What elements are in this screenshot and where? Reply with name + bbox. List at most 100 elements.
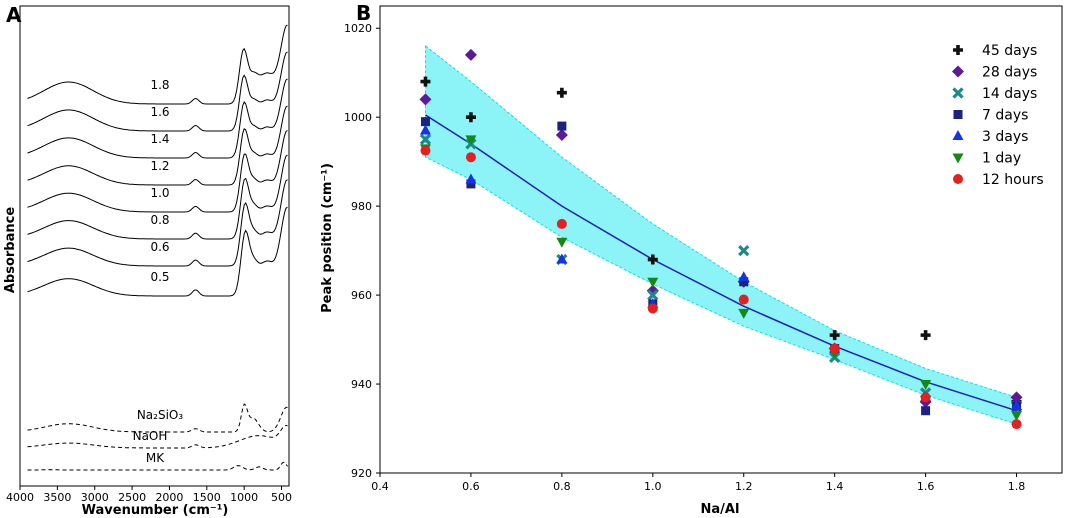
panel-a-x-tick-label: 2500	[118, 491, 146, 504]
data-point	[466, 179, 476, 189]
data-point	[420, 76, 431, 87]
panel-b-x-tick-label: 0.8	[553, 480, 571, 493]
panel-a-x-tick-label: 1000	[230, 491, 258, 504]
legend-marker	[952, 87, 964, 99]
panel-a-curve-label: NaOH	[133, 429, 168, 443]
legend-label: 1 day	[982, 151, 1021, 167]
panel-a-y-axis-title: Absorbance	[3, 207, 18, 293]
data-point	[1010, 391, 1023, 404]
data-point	[738, 294, 749, 305]
data-point	[556, 218, 567, 229]
panel-b-x-tick-label: 1.0	[644, 480, 662, 493]
data-point	[465, 152, 476, 163]
legend-label: 12 hours	[982, 172, 1044, 188]
panel-a-x-tick-label: 1500	[193, 491, 221, 504]
data-point	[419, 133, 432, 146]
panel-a-x-tick-label: 3500	[43, 491, 71, 504]
legend-marker	[952, 65, 964, 78]
panel-a-curve-label: 1.4	[150, 132, 169, 146]
panel-b-x-tick-label: 1.4	[826, 480, 844, 493]
panel-b-y-tick-label: 960	[351, 289, 372, 302]
panel-b-y-tick-label: 1020	[344, 22, 372, 35]
data-point	[920, 380, 932, 391]
panel-a-curve-label: 1.2	[150, 159, 169, 173]
panel-a-spectrum-line	[27, 206, 288, 297]
data-point	[555, 128, 568, 141]
data-point	[1011, 419, 1022, 430]
legend-label: 45 days	[982, 43, 1037, 59]
panel-a-curve-label: Na₂SiO₃	[137, 408, 184, 422]
data-point	[647, 303, 658, 314]
panel-b-ticks: 0.4 0.6 0.8 1.0 1.2 1.4 1.6 1.8 920 940 960 980 1000…	[344, 22, 1025, 493]
data-point	[556, 237, 568, 248]
data-point	[738, 308, 750, 319]
data-point	[556, 253, 568, 264]
legend-marker	[952, 130, 964, 140]
panel-a-curve-label: 1.8	[150, 78, 169, 92]
panel-a-curve-label: 0.5	[150, 270, 169, 284]
panel-a-curve-label: MK	[146, 451, 165, 465]
data-point	[921, 406, 931, 416]
data-point	[647, 277, 659, 288]
data-point	[464, 48, 477, 61]
data-point	[465, 112, 476, 123]
legend-label: 28 days	[982, 65, 1037, 81]
data-point	[557, 121, 567, 131]
panel-label-b: B	[356, 1, 371, 25]
panel-b-x-tick-label: 0.6	[462, 480, 480, 493]
panel-a-x-tick-label: 500	[271, 491, 292, 504]
panel-a-spectrum-line	[27, 78, 288, 159]
panel-a-x-tick-label: 2000	[155, 491, 183, 504]
legend-marker	[952, 153, 964, 164]
panel-label-a: A	[6, 3, 22, 27]
panel-a-curve-label: 0.6	[150, 240, 169, 254]
data-point	[465, 135, 477, 146]
panel-b-plot	[419, 44, 1023, 430]
panel-b-frame	[379, 5, 1063, 474]
panel-b-y-axis-title: Peak position (cm⁻¹)	[320, 163, 335, 313]
legend-label: 7 days	[982, 108, 1028, 124]
data-point	[419, 93, 432, 106]
panel-a-plot: 1.8 1.6 1.4 1.2 1.0 0.8 0.6 0.5 Na₂SiO₃ NaOH MK	[27, 24, 288, 471]
data-point	[829, 330, 840, 341]
panel-a-spectrum-line	[27, 424, 288, 449]
data-point	[738, 271, 750, 282]
panel-a-curve-label: 1.0	[150, 186, 169, 200]
data-point	[738, 244, 750, 257]
panel-a-x-tick-label: 4000	[6, 491, 34, 504]
panel-b-x-axis-title: Na/Al	[701, 502, 740, 517]
data-point	[920, 330, 931, 341]
panel-a-spectrum-line	[27, 130, 288, 213]
panel-a-spectrum-line	[27, 179, 288, 267]
panel-b-y-tick-label: 980	[351, 200, 372, 213]
data-point	[739, 277, 749, 287]
panel-a-x-tick-label: 3000	[81, 491, 109, 504]
data-point	[647, 289, 659, 301]
panel-a-spectrum-line	[27, 154, 288, 240]
legend-label: 3 days	[982, 129, 1028, 145]
panel-a-spectrum-line	[27, 105, 288, 186]
panel-a-spectrum-line	[27, 51, 288, 132]
data-point	[419, 124, 431, 135]
legend-label: 14 days	[982, 86, 1037, 102]
data-point	[420, 117, 430, 127]
panel-a-frame	[19, 5, 290, 487]
data-point	[420, 145, 431, 156]
panel-b-x-tick-label: 1.6	[917, 480, 935, 493]
data-point	[829, 343, 840, 354]
panel-b-x-tick-label: 0.4	[371, 480, 389, 493]
panel-b-y-tick-label: 940	[351, 378, 372, 391]
panel-b-y-tick-label: 1000	[344, 111, 372, 124]
panel-b-y-tick-label: 920	[351, 467, 372, 480]
panel-a-x-axis-title: Wavenumber (cm⁻¹)	[82, 503, 229, 518]
data-point	[465, 173, 477, 184]
fit-line	[425, 114, 1017, 412]
panel-a-curve-label: 1.6	[150, 105, 169, 119]
data-point	[1011, 411, 1023, 422]
data-point	[647, 254, 658, 265]
legend-marker	[953, 174, 963, 184]
panel-a-spectrum-line	[27, 461, 288, 471]
panel-b-x-tick-label: 1.2	[735, 480, 753, 493]
panel-a-spectrum-line	[27, 24, 288, 105]
